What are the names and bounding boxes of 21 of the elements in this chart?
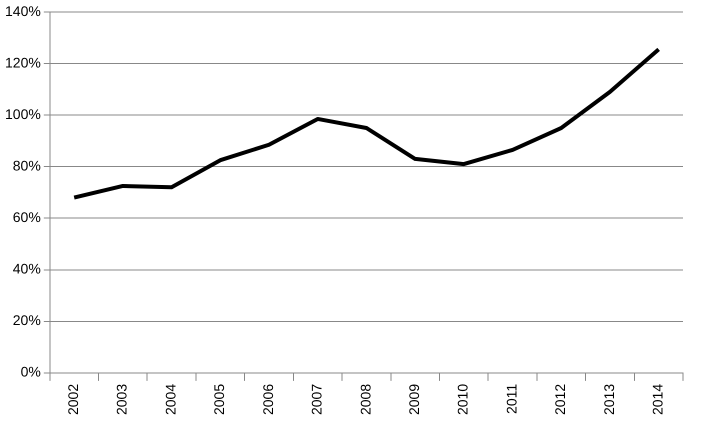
y-tick-label: 80% (12, 158, 41, 174)
x-tick-label: 2008 (357, 384, 374, 416)
y-tick-label: 100% (4, 106, 41, 122)
y-tick-label: 140% (4, 2, 41, 19)
x-tick-label: 2012 (552, 384, 568, 416)
x-tick-label: 2014 (650, 384, 666, 416)
x-tick-label: 2010 (454, 384, 471, 416)
y-tick-label: 60% (12, 209, 41, 226)
x-tick-label: 2009 (406, 384, 422, 416)
x-tick-label: 2006 (260, 384, 276, 416)
x-tick-label: 2003 (114, 384, 130, 416)
x-tick-label: 2002 (65, 384, 82, 416)
y-tick-label: 20% (12, 312, 41, 328)
y-tick-label: 120% (4, 54, 41, 70)
x-tick-label: 2004 (162, 384, 178, 416)
y-tick-label: 40% (12, 260, 41, 277)
x-tick-label: 2007 (308, 384, 325, 416)
x-tick-label: 2013 (600, 384, 617, 416)
x-tick-label: 2005 (211, 384, 228, 416)
y-tick-label: 0% (20, 364, 41, 380)
x-tick-label: 2011 (503, 384, 520, 414)
